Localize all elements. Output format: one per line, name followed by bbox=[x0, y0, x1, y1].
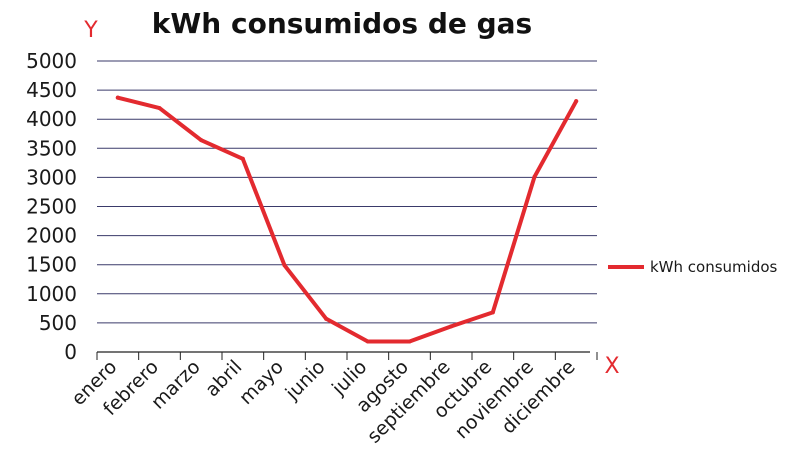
y-tick-label-0: 0 bbox=[64, 340, 77, 364]
x-tick-labels: enerofebreromarzoabrilmayojuniojulioagos… bbox=[67, 356, 579, 448]
data-point-diciembre bbox=[574, 99, 579, 104]
series-line-0 bbox=[115, 95, 579, 344]
data-point-septiembre bbox=[449, 324, 454, 329]
legend-label: kWh consumidos bbox=[650, 258, 778, 276]
data-point-enero bbox=[115, 95, 120, 100]
y-tick-label-5000: 5000 bbox=[26, 49, 77, 73]
series-lines bbox=[115, 95, 579, 344]
data-point-junio bbox=[324, 316, 329, 321]
y-tick-label-3000: 3000 bbox=[26, 165, 77, 189]
y-tick-label-4000: 4000 bbox=[26, 107, 77, 131]
x-tick-label-junio: junio bbox=[281, 356, 330, 405]
legend: kWh consumidos bbox=[608, 258, 778, 276]
data-point-marzo bbox=[199, 138, 204, 143]
gridlines bbox=[97, 60, 597, 324]
y-tick-label-2000: 2000 bbox=[26, 224, 77, 248]
y-tick-label-500: 500 bbox=[39, 311, 77, 335]
data-point-octubre bbox=[490, 310, 495, 315]
y-tick-label-3500: 3500 bbox=[26, 136, 77, 160]
data-point-noviembre bbox=[532, 174, 537, 179]
data-point-febrero bbox=[157, 106, 162, 111]
data-point-mayo bbox=[282, 263, 287, 268]
y-tick-labels: 0 500 1000 1500 2000 2500 3000 3500 4000 4500 5000 bbox=[26, 49, 77, 364]
data-point-julio bbox=[365, 339, 370, 344]
data-point-agosto bbox=[407, 339, 412, 344]
y-tick-label-2500: 2500 bbox=[26, 195, 77, 219]
y-tick-label-1500: 1500 bbox=[26, 253, 77, 277]
chart-title: kWh consumidos de gas bbox=[152, 7, 532, 40]
x-tick-label-mayo: mayo bbox=[235, 356, 288, 409]
x-axis bbox=[96, 351, 598, 360]
data-point-abril bbox=[240, 156, 245, 161]
y-tick-label-4500: 4500 bbox=[26, 78, 77, 102]
x-axis-label: X bbox=[604, 354, 619, 379]
y-tick-label-1000: 1000 bbox=[26, 282, 77, 306]
y-axis-label: Y bbox=[83, 18, 98, 43]
